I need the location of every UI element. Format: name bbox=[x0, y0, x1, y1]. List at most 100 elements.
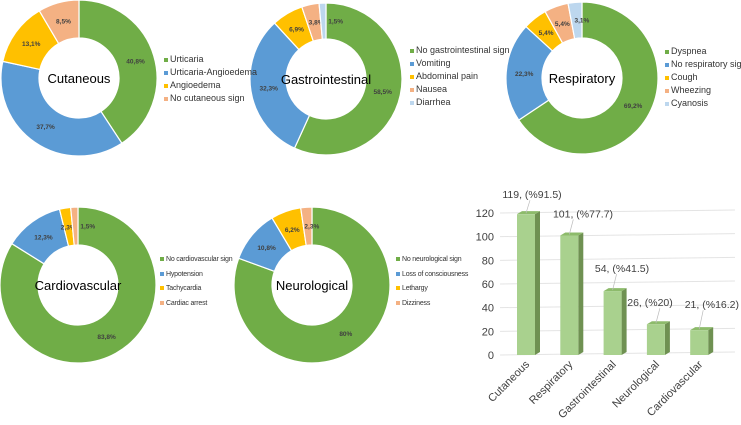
y-tick-label: 20 bbox=[482, 326, 494, 338]
bar-data-label: 119, (%91.5) bbox=[502, 189, 561, 201]
y-tick-label: 0 bbox=[488, 350, 494, 362]
bar-data-label: 101, (%77.7) bbox=[553, 208, 613, 220]
bar-neurological bbox=[646, 324, 665, 355]
bar-cutaneous bbox=[517, 214, 535, 355]
legend-label: No neurological sign bbox=[402, 256, 462, 263]
slice-value-label: 40,8% bbox=[126, 59, 145, 66]
legend-item: Wheezing bbox=[665, 84, 741, 97]
bar-respiratory bbox=[560, 235, 579, 355]
legend-label: Dyspnea bbox=[671, 46, 707, 56]
legend-label: Hypotension bbox=[166, 270, 203, 278]
legend-label: Cardiac arrest bbox=[166, 299, 208, 307]
slice-value-label: 22,3% bbox=[515, 71, 534, 78]
bar-top bbox=[517, 211, 540, 215]
legend-item: Diarrhea bbox=[410, 96, 510, 109]
slice-value-label: 3,8% bbox=[309, 20, 324, 27]
donut-slice bbox=[0, 60, 123, 157]
legend-item: Lethargy bbox=[396, 282, 468, 297]
legend-item: Loss of consciousness bbox=[396, 268, 468, 283]
legend-label: No cutaneous sign bbox=[170, 93, 245, 103]
legend-cardiovascular: No cardiovascular sign Hypotension Tachyca… bbox=[160, 253, 233, 311]
donut-chart-gastrointestinal: 58,5% 32,3% 6,9% 3,8% 1,5% Gastrointestinal bbox=[249, 2, 403, 156]
donut-slice bbox=[78, 0, 158, 145]
bar-top bbox=[646, 321, 670, 325]
donut-slice bbox=[567, 1, 583, 40]
bar-top bbox=[560, 232, 584, 236]
y-tick-label: 40 bbox=[482, 303, 494, 315]
bar-data-label: 26, (%20) bbox=[627, 297, 673, 309]
legend-swatch bbox=[164, 83, 168, 88]
slice-value-label: 6,9% bbox=[289, 27, 304, 34]
y-tick-label: 120 bbox=[476, 208, 494, 220]
legend-swatch bbox=[160, 271, 164, 276]
legend-item: No neurological sign bbox=[396, 253, 468, 268]
data-label-leader bbox=[612, 274, 617, 291]
data-label-leader bbox=[568, 219, 574, 235]
legend-item: Dizziness bbox=[396, 297, 468, 312]
slice-value-label: 2,3% bbox=[304, 224, 319, 231]
legend-label: Lethargy bbox=[402, 285, 428, 292]
y-tick-label: 60 bbox=[482, 279, 494, 291]
slice-value-label: 8,5% bbox=[56, 19, 71, 26]
slice-value-label: 6,2% bbox=[285, 227, 300, 234]
legend-label: Loss of consciousness bbox=[402, 270, 469, 278]
legend-swatch bbox=[665, 88, 669, 93]
legend-item: Angioedema bbox=[164, 79, 257, 92]
legend-swatch bbox=[665, 49, 669, 54]
donut-slice bbox=[249, 22, 311, 149]
slice-value-label: 32,3% bbox=[260, 86, 279, 93]
legend-swatch bbox=[410, 74, 414, 79]
legend-swatch bbox=[396, 271, 400, 276]
legend-label: Dizziness bbox=[402, 299, 431, 307]
legend-item: Cough bbox=[665, 71, 741, 84]
legend-swatch bbox=[164, 57, 168, 62]
legend-label: Angioedema bbox=[170, 80, 221, 90]
legend-swatch bbox=[160, 257, 164, 262]
bar-side bbox=[664, 321, 670, 355]
slice-value-label: 2,3% bbox=[61, 224, 76, 231]
bar-cardiovascular bbox=[690, 330, 709, 355]
bar-side bbox=[708, 327, 714, 355]
legend-swatch bbox=[410, 100, 414, 105]
legend-item: Urticaria-Angioedema bbox=[164, 66, 257, 79]
legend-item: Urticaria bbox=[164, 53, 257, 66]
legend-label: Diarrhea bbox=[416, 97, 451, 107]
legend-item: Dyspnea bbox=[665, 45, 741, 58]
donut-center-title: Respiratory bbox=[549, 71, 616, 86]
slice-value-label: 69,2% bbox=[624, 103, 643, 110]
legend-swatch bbox=[396, 257, 400, 262]
bar-data-label: 54, (%41.5) bbox=[595, 263, 649, 275]
legend-respiratory: Dyspnea No respiratory sign Cough Wheezing C… bbox=[665, 45, 741, 110]
legend-swatch bbox=[164, 70, 168, 75]
bar-chart: 0 20 40 60 80 100 120 119, (%91.5) Cutaneous 101,… bbox=[476, 189, 739, 421]
donut-slice bbox=[69, 206, 79, 246]
legend-item: Vomiting bbox=[410, 57, 510, 70]
donut-slice bbox=[293, 2, 403, 156]
slice-value-label: 10,8% bbox=[257, 245, 276, 252]
legend-item: Hypotension bbox=[160, 268, 232, 283]
legend-label: Wheezing bbox=[671, 85, 712, 95]
bar-top bbox=[603, 288, 627, 292]
legend-item: Cyanosis bbox=[665, 97, 741, 110]
legend-cutaneous: Urticaria Urticaria-Angioedema Angioedema N… bbox=[164, 53, 257, 105]
bar-data-label: 21, (%16.2) bbox=[685, 299, 739, 311]
legend-swatch bbox=[160, 286, 164, 291]
donut-chart-cardiovascular: 83,8% 12,3% 2,3% 1,5% Cardiovascular bbox=[0, 206, 157, 364]
legend-swatch bbox=[396, 300, 400, 305]
data-label-leader bbox=[525, 200, 531, 214]
legend-label: Urticaria bbox=[170, 54, 204, 64]
y-tick-label: 80 bbox=[482, 255, 494, 267]
slice-value-label: 13,1% bbox=[22, 41, 41, 48]
slice-value-label: 83,8% bbox=[97, 334, 116, 341]
data-label-leader bbox=[698, 310, 704, 330]
donut-center-title: Neurological bbox=[276, 278, 348, 293]
bar-top bbox=[690, 327, 714, 331]
y-tick-label: 100 bbox=[476, 232, 494, 244]
legend-label: No gastrointestinal sign bbox=[416, 45, 510, 55]
legend-swatch bbox=[665, 101, 669, 106]
legend-swatch bbox=[410, 87, 414, 92]
legend-label: Vomiting bbox=[416, 58, 451, 68]
legend-item: Nausea bbox=[410, 83, 510, 96]
legend-neurological: No neurological sign Loss of consciousnes… bbox=[396, 253, 468, 311]
